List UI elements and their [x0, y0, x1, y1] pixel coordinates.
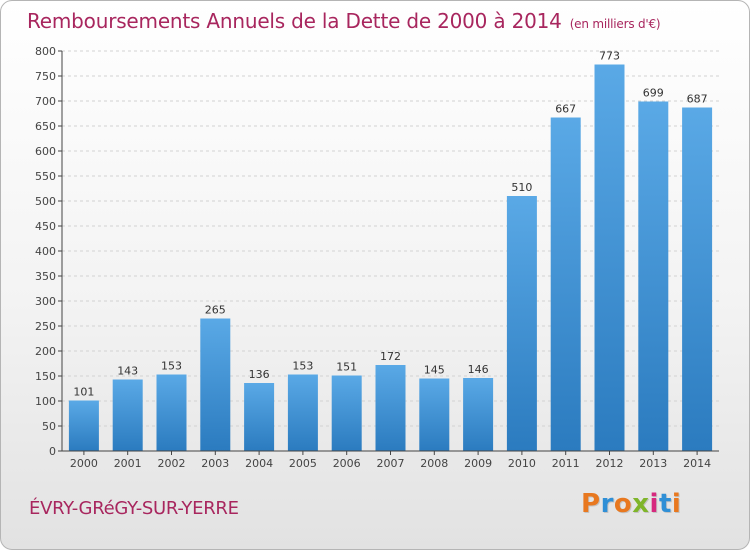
bar — [287, 374, 318, 451]
bar — [506, 196, 537, 451]
data-label: 151 — [336, 361, 357, 374]
chart-title-text: Remboursements Annuels de la Dette de 20… — [27, 9, 562, 33]
bar — [68, 400, 99, 451]
logo-letter: P — [581, 489, 601, 519]
bar — [112, 379, 143, 451]
y-tick-label: 350 — [35, 270, 56, 283]
y-tick-label: 500 — [35, 195, 56, 208]
logo-letter: t — [658, 489, 672, 519]
y-tick-label: 550 — [35, 170, 56, 183]
data-label: 265 — [205, 304, 226, 317]
chart-subtitle: (en milliers d'€) — [569, 17, 661, 31]
bar — [375, 365, 406, 451]
bar — [550, 117, 581, 451]
bar — [638, 101, 669, 451]
bar — [419, 378, 450, 451]
axes — [61, 51, 719, 452]
logo-letter: o — [613, 489, 633, 519]
x-tick-label: 2007 — [377, 457, 405, 470]
x-tick-label: 2013 — [639, 457, 667, 470]
x-tick-labels: 2000 2001 2002 2003 2004 2005 2006 2007 2008 2009… — [70, 457, 711, 470]
x-tick-label: 2005 — [289, 457, 317, 470]
bar — [156, 374, 187, 451]
x-tick-label: 2011 — [552, 457, 580, 470]
bar — [331, 375, 362, 451]
y-tick-label: 650 — [35, 120, 56, 133]
city-name: ÉVRY-GRéGY-SUR-YERRE — [29, 498, 239, 519]
x-tick-label: 2014 — [683, 457, 711, 470]
data-label: 172 — [380, 350, 401, 363]
data-label: 773 — [599, 50, 620, 63]
y-tick-label: 100 — [35, 395, 56, 408]
data-label: 699 — [643, 87, 664, 100]
chart-title: Remboursements Annuels de la Dette de 20… — [27, 9, 661, 33]
logo-letter: r — [600, 489, 614, 519]
logo-letter: i — [649, 489, 659, 519]
bar — [244, 383, 275, 451]
bars — [68, 64, 713, 455]
data-label: 136 — [249, 368, 270, 381]
logo-letter: x — [632, 489, 650, 519]
data-label: 667 — [555, 103, 576, 116]
data-label: 687 — [687, 93, 708, 106]
x-tick-label: 2006 — [333, 457, 361, 470]
y-tick-label: 300 — [35, 295, 56, 308]
y-tick-label: 450 — [35, 220, 56, 233]
data-label: 510 — [511, 181, 532, 194]
data-label: 153 — [292, 360, 313, 373]
y-tick-label: 150 — [35, 370, 56, 383]
x-tick-label: 2009 — [464, 457, 492, 470]
data-label: 153 — [161, 360, 182, 373]
bar — [463, 378, 494, 451]
y-tick-label: 50 — [42, 420, 56, 433]
bar — [200, 318, 231, 451]
bar — [594, 64, 625, 451]
data-label: 146 — [468, 363, 489, 376]
y-tick-label: 600 — [35, 145, 56, 158]
x-tick-label: 2010 — [508, 457, 536, 470]
x-tick-label: 2001 — [114, 457, 142, 470]
x-tick-label: 2008 — [420, 457, 448, 470]
data-label: 143 — [117, 365, 138, 378]
y-tick-label: 750 — [35, 70, 56, 83]
x-tick-label: 2003 — [201, 457, 229, 470]
x-tick-label: 2000 — [70, 457, 98, 470]
y-tick-label: 200 — [35, 345, 56, 358]
x-tick-label: 2002 — [158, 457, 186, 470]
y-tick-label: 700 — [35, 95, 56, 108]
logo-letter: i — [671, 489, 682, 519]
data-label: 101 — [73, 386, 94, 399]
y-tick-label: 400 — [35, 245, 56, 258]
data-label: 145 — [424, 364, 445, 377]
y-tick-label: 250 — [35, 320, 56, 333]
bar — [682, 107, 713, 451]
proxiti-logo: Proxiti — [581, 489, 681, 519]
value-labels: 101 143 153 265 136 153 151 172 145 146 510 667 773 6… — [73, 50, 707, 399]
x-tick-label: 2004 — [245, 457, 273, 470]
y-tick-label: 0 — [49, 445, 56, 458]
y-tick-labels: 0 50 100 150 200 250 300 350 400 450 500 550 600 650 7… — [35, 45, 56, 458]
x-tick-label: 2012 — [596, 457, 624, 470]
y-tick-label: 800 — [35, 45, 56, 58]
